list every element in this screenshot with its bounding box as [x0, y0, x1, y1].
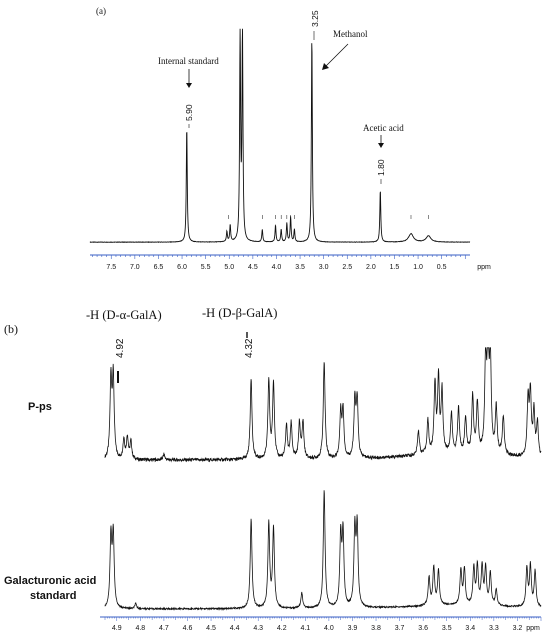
acetic-acid-label: Acetic acid	[363, 123, 404, 133]
axis-b-tick-label: 4.1	[300, 625, 310, 632]
axis-a-tick-label: 6.0	[177, 264, 187, 271]
axis-a-tick-label: 4.5	[248, 264, 258, 271]
panel-a: (a) 7.5 7.0 6.5 6.0 5.5 5.0 4.5 4.0 3.5 3.0 2.5 2.0…	[89, 6, 491, 271]
panel-a-label: (a)	[96, 6, 106, 16]
axis-a-tick-label: 5.0	[224, 264, 234, 271]
axis-a-tick-label: 2.0	[366, 264, 376, 271]
axis-b-unit: ppm	[526, 625, 540, 632]
methanol-arrow	[325, 43, 349, 67]
axis-b-tick-label: 4.6	[183, 625, 193, 632]
axis-b-tick-label: 4.8	[135, 625, 145, 632]
acetic-acid-arrowhead	[378, 143, 384, 148]
panel-b-label: (b)	[4, 322, 18, 336]
series-label-standard-line2: standard	[30, 590, 76, 602]
peak-label-4-32: 4.32	[244, 338, 255, 358]
axis-a-tick-label: 5.5	[201, 264, 211, 271]
axis-a-unit: ppm	[477, 264, 491, 271]
axis-a-tick-label: 1.5	[390, 264, 400, 271]
axis-b-tick-label: 3.4	[465, 625, 475, 632]
axis-b-tick-label: 3.8	[371, 625, 381, 632]
axis-b-tick-label: 4.7	[159, 625, 169, 632]
axis-a-tick-label: 3.0	[319, 264, 329, 271]
peak-label-4-92: 4.92	[115, 338, 126, 358]
panel-b: (b) -H (D-α-GalA) -H (D-β-GalA) 4.92 4.3…	[4, 306, 542, 632]
axis-b-tick-label: 4.2	[277, 625, 287, 632]
axis-b-tick-label: 3.6	[418, 625, 428, 632]
axis-a-tick-label: 1.0	[413, 264, 423, 271]
panel-a-x-axis: 7.5 7.0 6.5 6.0 5.5 5.0 4.5 4.0 3.5 3.0 2.5 2.0 1.5 1…	[90, 254, 491, 271]
axis-b-tick-label: 3.2	[513, 625, 523, 632]
axis-b-tick-label: 4.4	[230, 625, 240, 632]
series-label-standard-line1: Galacturonic acid	[4, 575, 96, 587]
peak-label-1-80: 1.80	[376, 159, 386, 176]
axis-a-tick-label: 3.5	[295, 264, 305, 271]
axis-a-tick-label: 0.5	[437, 264, 447, 271]
spectrum-a-line	[89, 28, 471, 243]
standard-spectrum	[104, 490, 542, 612]
axis-a-tick-label: 2.5	[342, 264, 352, 271]
axis-b-tick-label: 3.9	[348, 625, 358, 632]
internal-standard-label: Internal standard	[158, 56, 219, 66]
peak-label-3-25: 3.25	[310, 10, 320, 27]
internal-standard-arrowhead	[186, 83, 192, 88]
axis-b-tick-label: 4.5	[206, 625, 216, 632]
pps-spectrum	[104, 347, 542, 463]
alpha-galA-label: -H (D-α-GalA)	[86, 308, 162, 322]
peak-label-5-90: 5.90	[184, 104, 194, 121]
series-label-pps: P-ps	[28, 401, 52, 413]
axis-a-tick-label: 7.0	[130, 264, 140, 271]
axis-a-tick-label: 7.5	[106, 264, 116, 271]
methanol-arrowhead	[322, 63, 329, 70]
axis-b-tick-label: 4.3	[253, 625, 263, 632]
spectrum-pps-line	[104, 347, 542, 463]
axis-b-tick-label: 4.0	[324, 625, 334, 632]
axis-b-tick-label: 3.3	[489, 625, 499, 632]
panel-b-x-axis: 4.9 4.8 4.7 4.6 4.5 4.4 4.3 4.2 4.1 4.0 3.9 3.8 3.7 3…	[100, 616, 542, 632]
beta-galA-label: -H (D-β-GalA)	[202, 306, 277, 320]
spectrum-standard-line	[104, 490, 542, 612]
panel-a-spectrum	[89, 28, 471, 243]
axis-b-tick-label: 3.7	[395, 625, 405, 632]
axis-b-tick-label: 3.5	[442, 625, 452, 632]
axis-b-tick-label: 4.9	[112, 625, 122, 632]
axis-a-tick-label: 6.5	[154, 264, 164, 271]
axis-a-tick-label: 4.0	[272, 264, 282, 271]
methanol-label: Methanol	[333, 29, 368, 39]
